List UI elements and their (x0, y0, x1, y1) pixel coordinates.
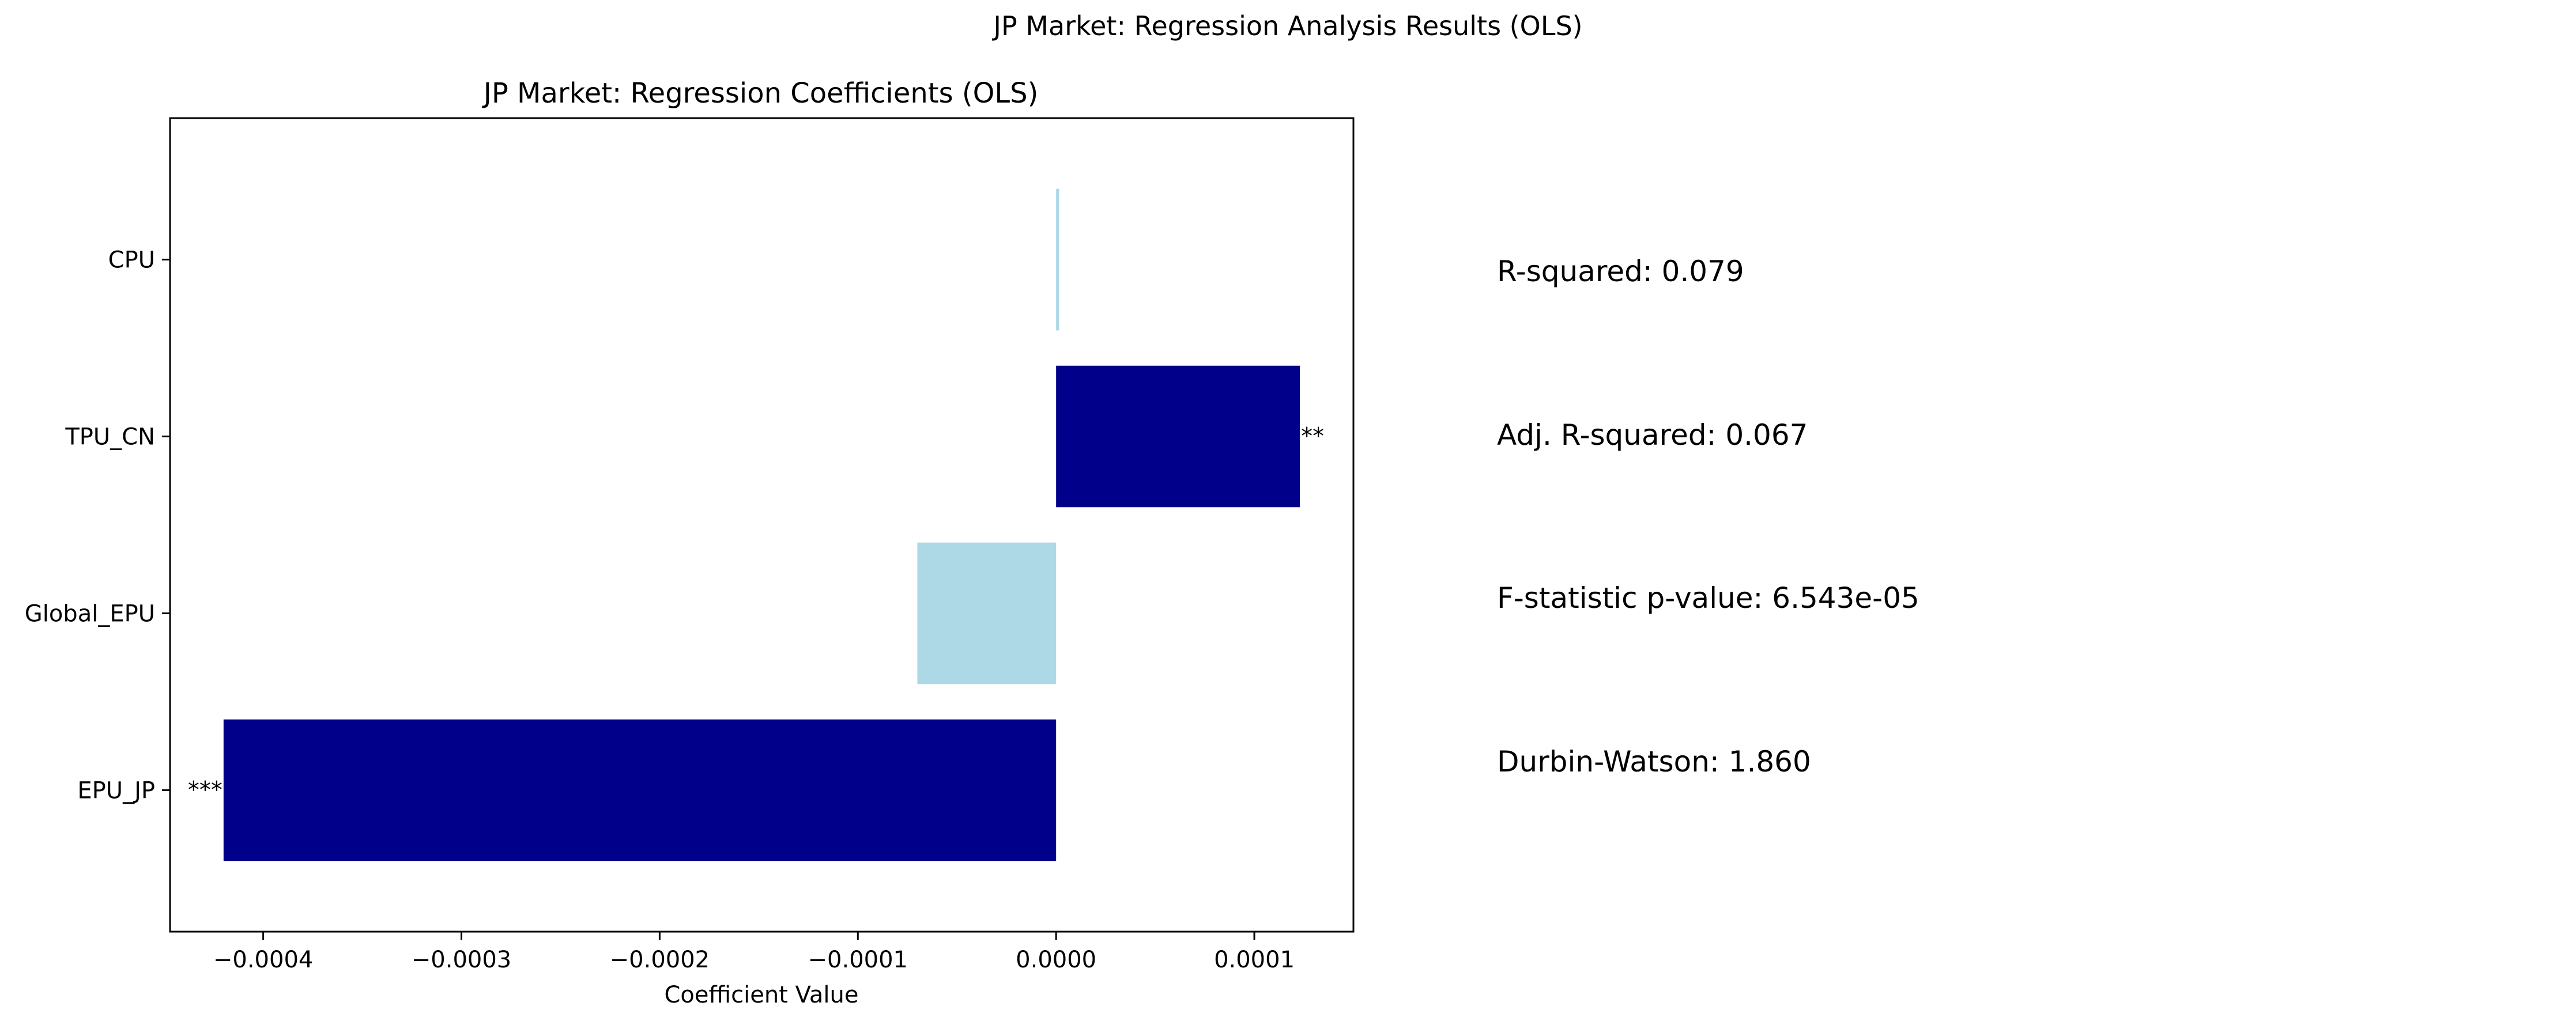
bar-cpu (1056, 188, 1059, 331)
x-axis-label: Coefficient Value (665, 982, 859, 1008)
chart-title: JP Market: Regression Coefficients (OLS) (482, 77, 1039, 109)
f-statistic-p-value-stat: F-statistic p-value: 6.543e-05 (1497, 581, 1919, 615)
y-tick-label-epu-jp: EPU_JP (77, 777, 155, 804)
x-tick-label: −0.0004 (213, 947, 313, 973)
bar-global-epu (917, 542, 1057, 684)
significance-label-epu-jp: *** (188, 777, 222, 803)
bar-tpu-cn (1056, 365, 1300, 508)
adj-r-squared-stat: Adj. R-squared: 0.067 (1497, 418, 1808, 452)
x-tick-label: −0.0001 (808, 947, 908, 973)
significance-label-tpu-cn: ** (1301, 423, 1324, 450)
plot-frame (169, 117, 1355, 933)
x-tick-label: 0.0000 (1016, 947, 1096, 973)
bar-epu-jp (223, 719, 1057, 861)
y-tick-label-tpu-cn: TPU_CN (65, 424, 155, 451)
durbin-watson-stat: Durbin-Watson: 1.860 (1497, 745, 1811, 778)
r-squared-stat: R-squared: 0.079 (1497, 255, 1744, 288)
figure-title: JP Market: Regression Analysis Results (… (993, 10, 1583, 41)
x-tick-label: −0.0002 (610, 947, 710, 973)
y-tick-label-cpu: CPU (108, 247, 155, 274)
y-tick-label-global-epu: Global_EPU (25, 600, 155, 627)
x-tick-label: −0.0003 (412, 947, 511, 973)
x-tick-label: 0.0001 (1214, 947, 1295, 973)
